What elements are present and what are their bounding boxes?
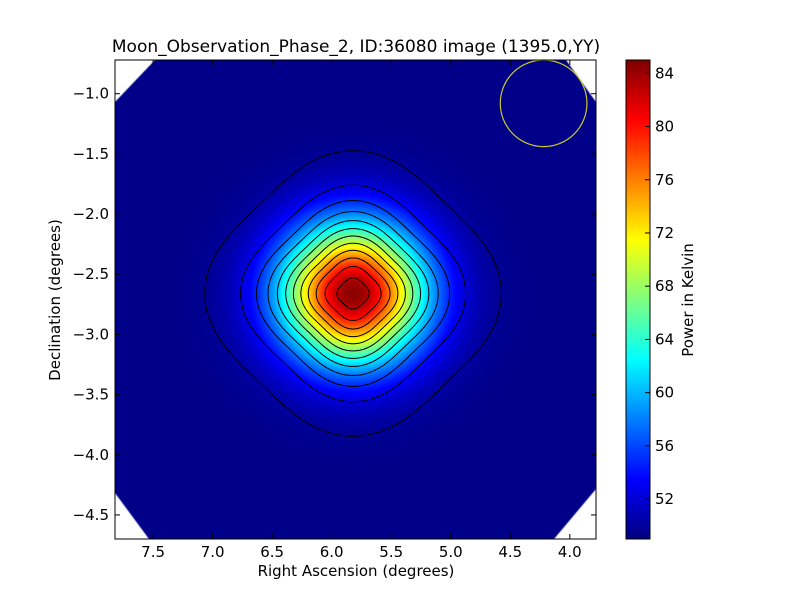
y-tick-label: −4.0 [73,446,109,464]
colorbar-tick-label: 52 [655,490,674,508]
x-tick-label: 7.5 [141,543,165,561]
y-tick-label: −1.0 [73,85,109,103]
y-tick-label: −2.0 [73,205,109,223]
y-tick-label: −3.0 [73,325,109,343]
colorbar-tick-label: 80 [655,118,674,136]
x-tick-label: 5.0 [439,543,463,561]
colorbar-tick-label: 56 [655,437,674,455]
colorbar-tick-label: 60 [655,384,674,402]
plot-area [115,59,596,539]
colorbar-gradient [626,60,650,539]
contour-line [324,266,382,321]
colorbar-axis: 52 56 60 64 68 72 76 80 84 [645,64,674,508]
colorbar [625,59,651,540]
contour-line [255,200,451,387]
plot-frame [114,59,597,540]
x-tick-label: 6.0 [320,543,344,561]
contour-line [292,235,414,352]
x-axis: 7.5 7.0 6.5 6.0 5.5 5.0 4.5 4.0 [141,60,582,561]
contour-line [315,257,391,330]
chart-title: Moon_Observation_Phase_2, ID:36080 image… [112,37,600,57]
y-tick-label: −3.5 [73,386,109,404]
contour-line [239,184,467,403]
contour-line [204,150,503,437]
colorbar-label: Power in Kelvin [679,243,697,357]
x-tick-label: 4.0 [558,543,582,561]
colorbar-tick-label: 84 [655,64,674,82]
x-tick-label: 7.0 [201,543,225,561]
colorbar-tick-label: 72 [655,224,674,242]
y-tick-label: −4.5 [73,506,109,524]
colorbar-tick-label: 64 [655,330,674,348]
contour-line [285,228,422,359]
heatmap-image [115,60,596,539]
y-axis-label: Declination (degrees) [46,219,64,381]
x-axis-label: Right Ascension (degrees) [258,562,455,580]
contour-line [307,249,399,338]
y-tick-label: −1.5 [73,145,109,163]
x-tick-label: 6.5 [260,543,284,561]
colorbar-tick-label: 76 [655,171,674,189]
contour-line [276,220,430,367]
y-axis: −1.0 −1.5 −2.0 −2.5 −3.0 −3.5 −4.0 −4.5 [73,85,596,524]
colorbar-tick-label: 68 [655,277,674,295]
contour-line [267,211,439,376]
x-tick-label: 4.5 [498,543,522,561]
contour-line [300,242,406,345]
y-tick-label: −2.5 [73,265,109,283]
x-tick-label: 5.5 [379,543,403,561]
colorbar-frame [625,59,651,540]
contour-line [336,277,370,310]
